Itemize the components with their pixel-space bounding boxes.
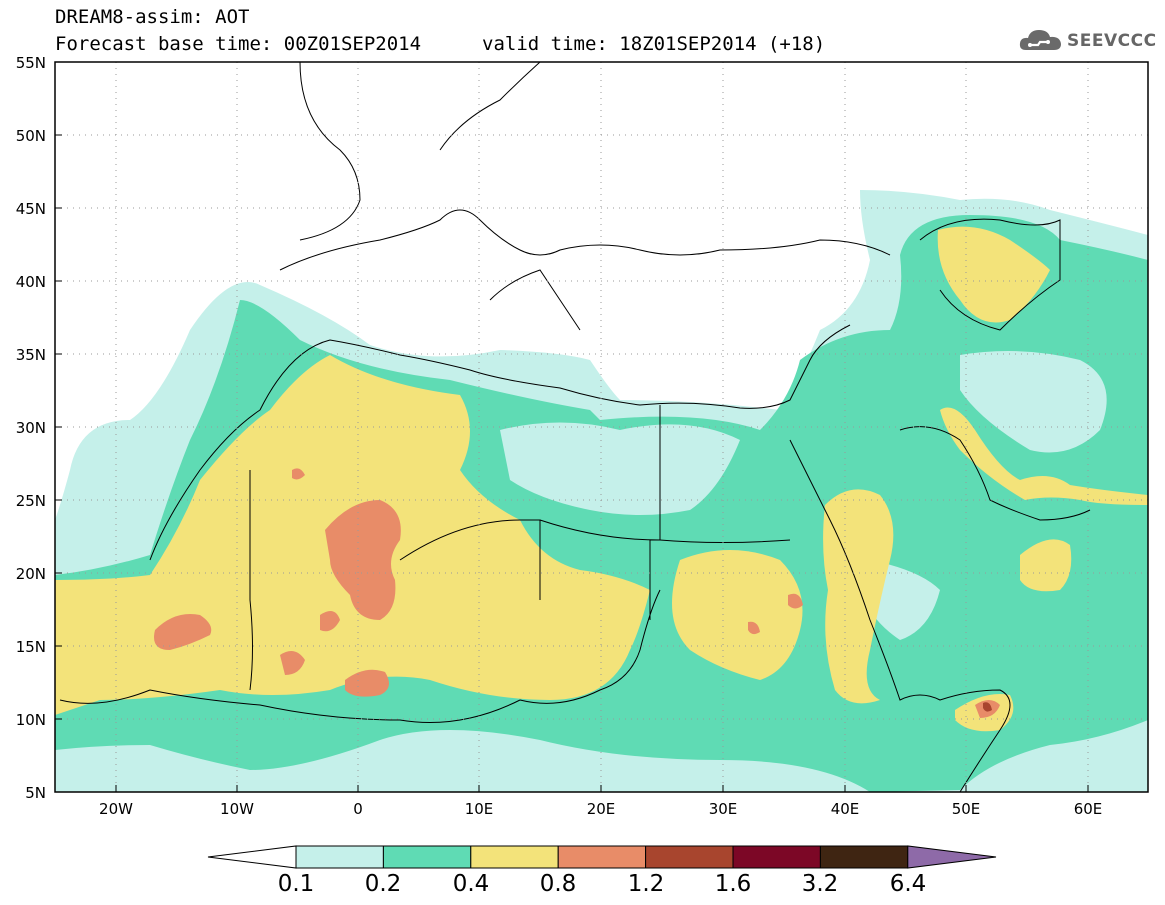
colorbar-label: 1.2 (627, 871, 665, 897)
colorbar-label: 1.6 (714, 871, 752, 897)
aot-level-0.8 (325, 500, 401, 620)
colorbar-label: 0.2 (364, 871, 402, 897)
map-title: DREAM8-assim: AOT (55, 6, 250, 28)
colorbar-swatch-2 (470, 845, 559, 869)
colorbar-label: 3.2 (801, 871, 839, 897)
aot-level-1.2 (983, 702, 992, 712)
colorbar-swatch-4 (645, 845, 734, 869)
forecast-base-time: Forecast base time: 00Z01SEP2014 (55, 33, 422, 55)
valid-time: valid time: 18Z01SEP2014 (+18) (482, 33, 826, 55)
lat-label: 50N (15, 127, 46, 145)
lat-label: 40N (15, 273, 46, 291)
colorbar-swatch-0 (295, 845, 384, 869)
colorbar-swatch-1 (382, 845, 472, 869)
lat-label: 15N (15, 638, 46, 656)
lon-label: 50E (951, 800, 981, 818)
colorbar (207, 845, 997, 869)
colorbar-label: 0.1 (277, 871, 315, 897)
axis-ticks (55, 134, 1089, 792)
lat-label: 20N (15, 565, 46, 583)
colorbar-label: 0.8 (539, 871, 577, 897)
lon-label: 30E (708, 800, 738, 818)
lon-label: 60E (1073, 800, 1103, 818)
logo-text: SEEVCCC (1067, 31, 1157, 51)
colorbar-label: 0.4 (452, 871, 490, 897)
lon-label: 40E (830, 800, 860, 818)
lat-label: 55N (15, 54, 46, 72)
lon-label: 20W (99, 800, 133, 818)
colorbar-label: 6.4 (889, 871, 927, 897)
colorbar-swatch-3 (557, 845, 647, 869)
lat-label: 10N (15, 711, 46, 729)
cloud-logo-icon (1019, 30, 1061, 50)
lon-label: 0 (353, 800, 363, 818)
colorbar-above-arrow (907, 845, 997, 869)
colorbar-below-arrow (207, 845, 297, 869)
lat-label: 25N (15, 492, 46, 510)
lon-label: 20E (586, 800, 616, 818)
coastlines (59, 62, 1091, 792)
lat-label: 45N (15, 200, 46, 218)
lon-label: 10E (464, 800, 494, 818)
grid (55, 62, 1148, 792)
lat-label: 30N (15, 419, 46, 437)
lat-label: 35N (15, 346, 46, 364)
colorbar-swatch-5 (732, 845, 821, 869)
colorbar-swatch-6 (819, 845, 909, 869)
lat-label: 5N (25, 784, 46, 802)
lon-label: 10W (220, 800, 254, 818)
